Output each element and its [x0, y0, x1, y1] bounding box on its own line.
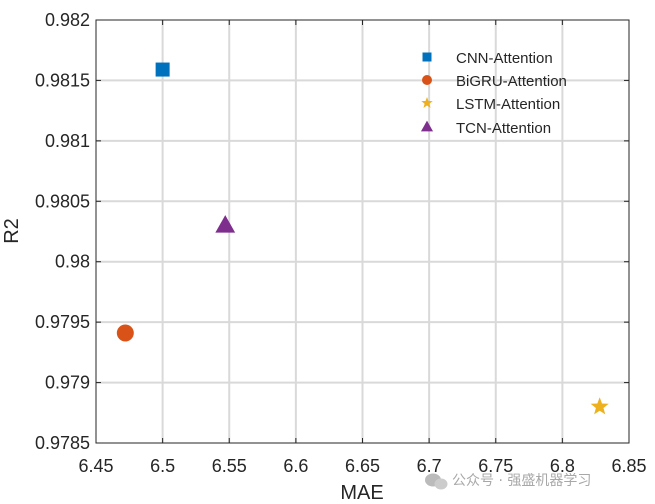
- x-tick-label: 6.45: [78, 456, 113, 476]
- x-axis-title: MAE: [340, 482, 383, 504]
- axis-ticks: [95, 19, 630, 444]
- y-tick-label: 0.981: [45, 131, 90, 151]
- x-tick-label: 6.6: [283, 456, 308, 476]
- wechat-icon: [425, 473, 448, 490]
- legend-item-cnn-attention: CNN-Attention: [422, 50, 553, 67]
- y-tick-label: 0.98: [55, 252, 90, 272]
- x-tick-label: 6.7: [417, 456, 442, 476]
- x-tick-label: 6.85: [611, 456, 646, 476]
- watermark: 公众号 · 强盛机器学习: [425, 473, 591, 490]
- x-tick-label: 6.5: [150, 456, 175, 476]
- legend-label-lstm: LSTM-Attention: [456, 96, 560, 113]
- x-tick-label: 6.65: [345, 456, 380, 476]
- data-point-lstm: [590, 397, 609, 415]
- y-tick-label: 0.9785: [35, 433, 90, 453]
- legend-item-bigru-attention: BiGRU-Attention: [422, 73, 567, 90]
- legend-marker-lstm-shape: [421, 97, 433, 108]
- legend-marker-tcn: [420, 120, 434, 132]
- y-axis-title: R2: [1, 218, 23, 244]
- y-tick-label: 0.979: [45, 373, 90, 393]
- legend-item-lstm-attention: LSTM-Attention: [421, 96, 560, 113]
- y-tick-label: 0.9805: [35, 191, 90, 211]
- legend-marker-bigru-shape: [422, 75, 432, 85]
- data-points: [116, 62, 609, 415]
- legend-item-tcn-attention: TCN-Attention: [420, 120, 551, 137]
- y-tick-label: 0.9795: [35, 312, 90, 332]
- x-tick-label: 6.55: [212, 456, 247, 476]
- legend-label-bigru: BiGRU-Attention: [456, 73, 567, 90]
- legend-marker-cnn: [422, 52, 432, 62]
- x-axis-tick-labels: 6.45 6.5 6.55 6.6 6.65 6.7 6.75 6.8 6.85: [78, 456, 646, 476]
- watermark-text: 公众号 · 强盛机器学习: [452, 473, 591, 489]
- legend-marker-tcn-shape: [420, 120, 434, 132]
- data-point-cnn: [155, 62, 170, 77]
- x-tick-label: 6.8: [550, 456, 575, 476]
- legend-marker-cnn-shape: [422, 52, 432, 62]
- legend-label-tcn: TCN-Attention: [456, 120, 551, 137]
- data-point-tcn: [215, 215, 236, 233]
- data-point-bigru: [116, 324, 134, 342]
- legend-label-cnn: CNN-Attention: [456, 50, 553, 67]
- legend: CNN-Attention BiGRU-Attention LSTM-Atten…: [420, 50, 567, 137]
- legend-marker-lstm: [421, 97, 433, 108]
- legend-marker-bigru: [422, 75, 432, 85]
- x-tick-label: 6.75: [478, 456, 513, 476]
- y-tick-label: 0.982: [45, 10, 90, 30]
- y-tick-label: 0.9815: [35, 70, 90, 90]
- y-axis-tick-labels: 0.9785 0.979 0.9795 0.98 0.9805 0.981 0.9815 0.…: [35, 10, 90, 453]
